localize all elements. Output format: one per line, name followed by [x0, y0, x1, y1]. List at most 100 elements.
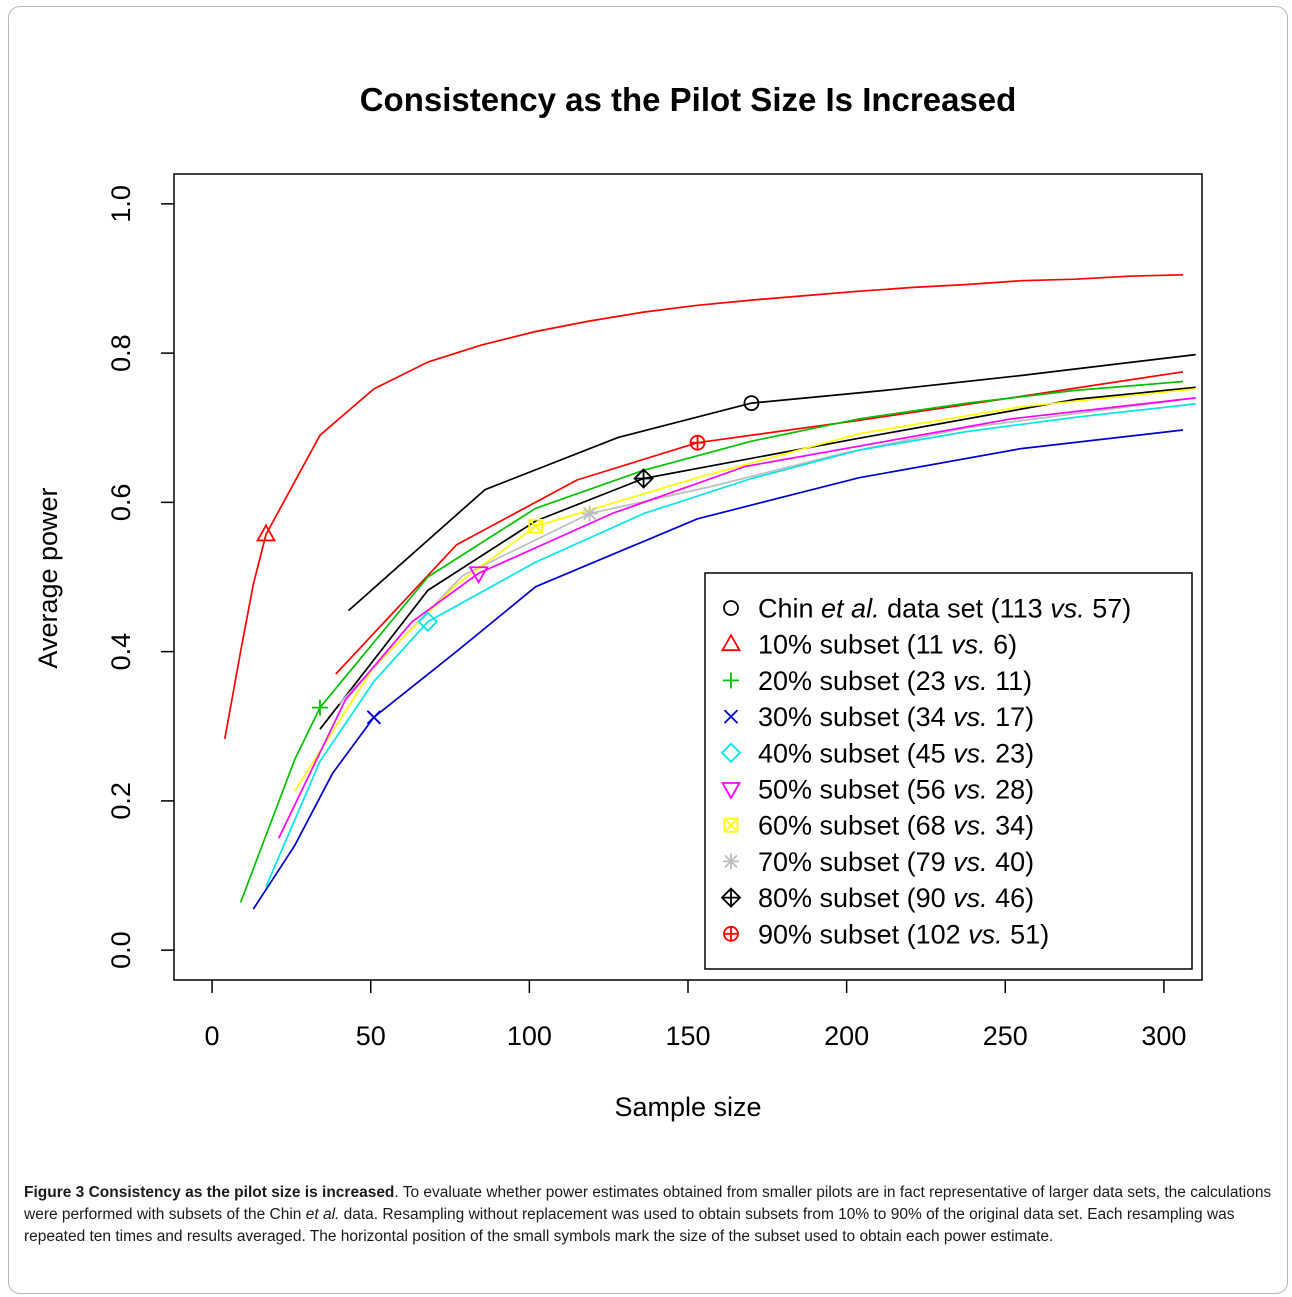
- marker-circle: [723, 600, 739, 616]
- legend-label: 30% subset (34 vs. 17): [758, 702, 1034, 732]
- series-line: [347, 353, 1196, 612]
- legend-label-part: vs.: [953, 666, 988, 696]
- series-marker: [311, 699, 328, 716]
- legend-label-part: vs.: [953, 883, 988, 913]
- marker-star-b: [724, 854, 738, 869]
- y-tick-label: 0.4: [106, 633, 136, 671]
- caption-text-1: . To evaluate whether power estimates ob…: [24, 1184, 1272, 1223]
- series-line: [338, 397, 1196, 705]
- x-tick-label: 150: [665, 1021, 710, 1051]
- legend-label-part: 40% subset (45: [758, 738, 953, 768]
- legend-label-part: 46): [988, 883, 1035, 913]
- x-axis-label: Sample size: [614, 1092, 761, 1122]
- legend-marker: [723, 709, 739, 724]
- series-marker: [689, 434, 706, 451]
- marker-triangle: [720, 633, 742, 652]
- legend-label: 70% subset (79 vs. 40): [758, 847, 1034, 877]
- legend-marker: [720, 782, 742, 800]
- legend-label-part: vs.: [953, 775, 988, 805]
- caption-label: Figure 3 Consistency as the pilot size i…: [24, 1184, 395, 1201]
- legend-label-part: 90% subset (102: [758, 919, 968, 949]
- series-marker: [255, 523, 277, 542]
- series-marker: [743, 395, 760, 412]
- legend-label-part: 10% subset (11: [758, 630, 951, 660]
- legend-marker: [723, 600, 739, 616]
- legend-marker: [723, 817, 739, 833]
- legend-label: Chin et al. data set (113 vs. 57): [758, 594, 1131, 624]
- marker-diamond: [720, 742, 742, 764]
- marker-circle: [743, 395, 760, 412]
- legend-label-part: 23): [988, 738, 1035, 768]
- x-tick-label: 100: [507, 1021, 552, 1051]
- marker-triangle: [468, 566, 489, 585]
- legend-label-part: Chin: [758, 594, 821, 624]
- legend-label-part: 6): [986, 630, 1018, 660]
- legend-label-part: vs.: [951, 630, 986, 660]
- legend-marker: [720, 887, 742, 908]
- series-line: [277, 397, 1196, 839]
- legend-marker: [720, 742, 742, 764]
- marker-triangle: [255, 523, 277, 542]
- legend-label: 40% subset (45 vs. 23): [758, 738, 1034, 768]
- series-marker: [468, 566, 489, 585]
- y-tick-label: 0.0: [106, 931, 136, 969]
- legend-label-part: 51): [1003, 919, 1050, 949]
- marker-x-b: [366, 710, 382, 725]
- y-tick-label: 0.6: [106, 484, 136, 522]
- legend-label-part: vs.: [953, 811, 988, 841]
- y-tick-label: 0.8: [106, 334, 136, 372]
- series-line: [252, 429, 1184, 910]
- y-axis-label: Average power: [33, 487, 63, 668]
- legend-label-part: vs.: [1050, 594, 1085, 624]
- chart: Consistency as the Pilot Size Is Increas…: [33, 81, 1203, 1122]
- series-line: [265, 403, 1196, 888]
- legend-label-part: 50% subset (56: [758, 775, 953, 805]
- series-layer: [223, 273, 1196, 910]
- legend-label-part: vs.: [968, 919, 1003, 949]
- x-tick-label: 50: [356, 1021, 386, 1051]
- legend-label-part: 70% subset (79: [758, 847, 953, 877]
- marker-diamond: [417, 611, 439, 633]
- legend-label-part: 60% subset (68: [758, 811, 953, 841]
- legend-label-part: 30% subset (34: [758, 702, 953, 732]
- legend-label-part: vs.: [953, 702, 988, 732]
- legend-marker: [723, 853, 739, 870]
- legend-label: 80% subset (90 vs. 46): [758, 883, 1034, 913]
- marker-star-b: [583, 506, 597, 521]
- series-marker: [366, 710, 382, 725]
- legend-label: 10% subset (11 vs. 6): [758, 630, 1017, 660]
- series-marker: [633, 468, 654, 489]
- caption-italic-1: et al.: [305, 1206, 340, 1223]
- legend-marker: [720, 633, 742, 652]
- legend: Chin et al. data set (113 vs. 57) 10% sub…: [704, 572, 1193, 970]
- legend-label-part: 40): [988, 847, 1035, 877]
- legend-label-part: 17): [988, 702, 1035, 732]
- series-line: [223, 273, 1184, 740]
- legend-label: 60% subset (68 vs. 34): [758, 811, 1034, 841]
- legend-label-part: vs.: [953, 847, 988, 877]
- legend-box: [704, 572, 1193, 970]
- series-marker: [528, 518, 544, 534]
- y-tick-label: 0.2: [106, 782, 136, 820]
- marker-x-b: [528, 519, 543, 534]
- marker-triangle: [720, 782, 742, 800]
- legend-label-part: vs.: [953, 738, 988, 768]
- caption-text-2: data. Resampling without replacement was…: [24, 1206, 1235, 1245]
- legend-label: 50% subset (56 vs. 28): [758, 775, 1034, 805]
- x-tick-label: 0: [205, 1021, 220, 1051]
- legend-label-part: et al.: [821, 594, 880, 624]
- legend-label-part: 34): [988, 811, 1035, 841]
- marker-square: [528, 518, 544, 534]
- legend-label-part: 11): [988, 666, 1033, 696]
- legend-label-part: 80% subset (90: [758, 883, 953, 913]
- legend-label: 20% subset (23 vs. 11): [758, 666, 1032, 696]
- x-axis: 0 50 100 150 200 250 300: [205, 980, 1186, 1051]
- legend-label-part: data set (113: [880, 594, 1051, 624]
- marker-square: [723, 817, 739, 833]
- legend-label-part: 57): [1085, 594, 1132, 624]
- legend-label-part: 28): [988, 775, 1035, 805]
- y-axis: 0.0 0.2 0.4 0.6 0.8 1.0: [106, 185, 174, 969]
- legend-marker: [723, 672, 739, 689]
- y-tick-label: 1.0: [106, 185, 136, 223]
- series-marker: [581, 505, 598, 522]
